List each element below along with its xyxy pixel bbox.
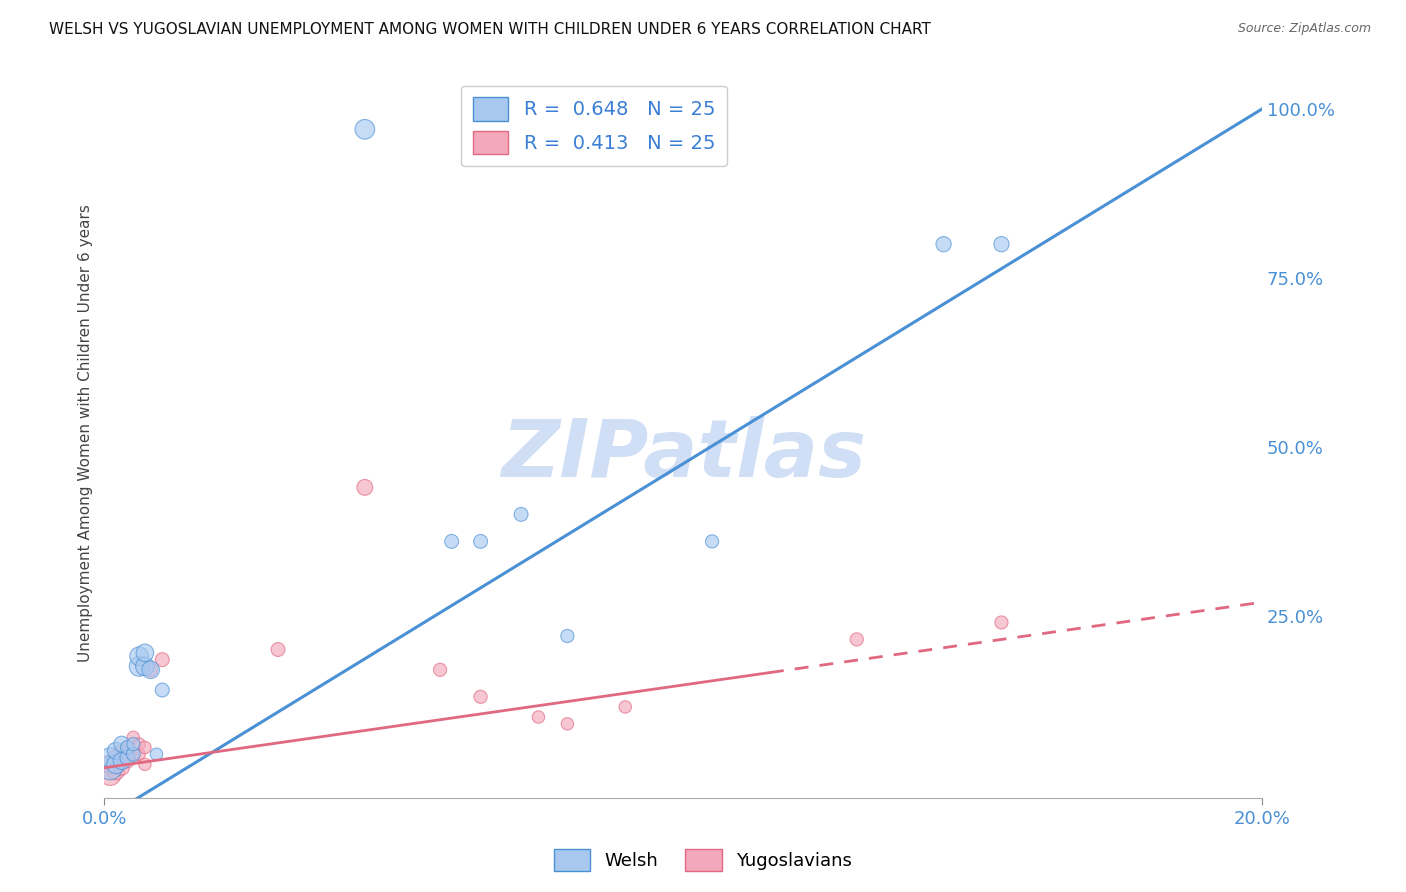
Point	[122, 731, 145, 745]
Point	[527, 710, 550, 724]
Point	[104, 757, 127, 772]
Legend: Welsh, Yugoslavians: Welsh, Yugoslavians	[547, 842, 859, 879]
Point	[470, 534, 492, 549]
Point	[353, 122, 375, 136]
Point	[117, 754, 139, 768]
Point	[353, 480, 375, 494]
Point	[470, 690, 492, 704]
Text: WELSH VS YUGOSLAVIAN UNEMPLOYMENT AMONG WOMEN WITH CHILDREN UNDER 6 YEARS CORREL: WELSH VS YUGOSLAVIAN UNEMPLOYMENT AMONG …	[49, 22, 931, 37]
Point	[98, 767, 121, 781]
Point	[700, 534, 723, 549]
Point	[150, 683, 173, 698]
Point	[128, 659, 150, 673]
Point	[111, 744, 134, 758]
Point	[845, 632, 868, 647]
Point	[122, 737, 145, 751]
Point	[117, 750, 139, 764]
Point	[117, 740, 139, 755]
Point	[440, 534, 463, 549]
Point	[510, 508, 533, 522]
Point	[98, 750, 121, 764]
Point	[98, 761, 121, 775]
Point	[122, 750, 145, 764]
Point	[614, 700, 637, 714]
Point	[111, 754, 134, 768]
Point	[139, 663, 162, 677]
Point	[134, 740, 156, 755]
Point	[128, 649, 150, 664]
Y-axis label: Unemployment Among Women with Children Under 6 years: Unemployment Among Women with Children U…	[79, 204, 93, 662]
Point	[267, 642, 290, 657]
Point	[932, 237, 955, 252]
Point	[122, 747, 145, 762]
Point	[557, 716, 579, 731]
Point	[104, 744, 127, 758]
Point	[990, 615, 1012, 630]
Text: Source: ZipAtlas.com: Source: ZipAtlas.com	[1237, 22, 1371, 36]
Point	[111, 761, 134, 775]
Point	[134, 757, 156, 772]
Point	[98, 757, 121, 772]
Legend: R =  0.648   N = 25, R =  0.413   N = 25: R = 0.648 N = 25, R = 0.413 N = 25	[461, 86, 727, 166]
Point	[104, 764, 127, 778]
Point	[111, 737, 134, 751]
Point	[139, 663, 162, 677]
Point	[134, 659, 156, 673]
Point	[990, 237, 1012, 252]
Point	[429, 663, 451, 677]
Point	[134, 646, 156, 660]
Text: ZIPatlas: ZIPatlas	[501, 417, 866, 494]
Point	[128, 737, 150, 751]
Point	[128, 747, 150, 762]
Point	[145, 747, 167, 762]
Point	[104, 750, 127, 764]
Point	[150, 653, 173, 667]
Point	[117, 740, 139, 755]
Point	[557, 629, 579, 643]
